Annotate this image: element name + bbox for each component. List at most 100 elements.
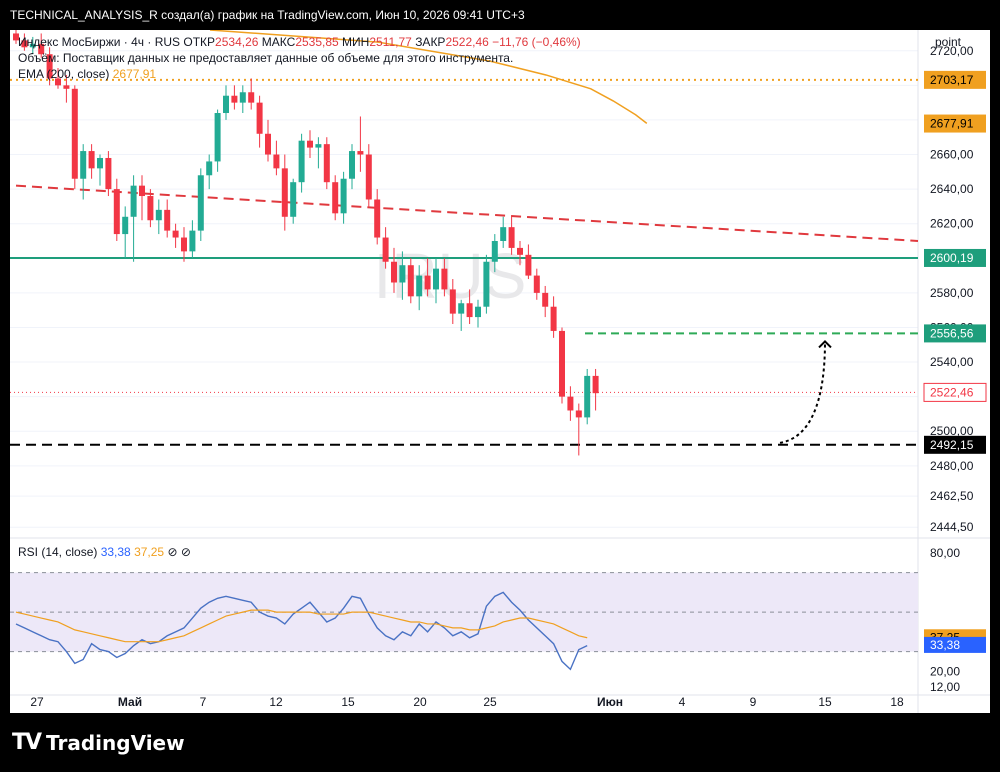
rsi-legend: RSI (14, close) 33,38 37,25 ⊘ ⊘ xyxy=(18,545,191,559)
close-value: 2522,46 xyxy=(445,35,489,49)
candle-body xyxy=(105,157,112,190)
close-label: ЗАКР xyxy=(415,35,446,49)
candle-body xyxy=(248,92,255,103)
price-tag-label: 2522,46 xyxy=(930,385,974,399)
candle-body xyxy=(88,151,95,169)
price-tag-label: 2492,15 xyxy=(930,438,974,452)
candle-body xyxy=(542,292,549,307)
price-tag-label: 2556,56 xyxy=(930,326,974,340)
price-tick-label: 2660,00 xyxy=(930,148,974,162)
candle-body xyxy=(256,102,263,134)
candle-body xyxy=(584,375,591,418)
high-label: МАКС xyxy=(261,35,296,49)
trend-line xyxy=(15,184,919,242)
rsi-label[interactable]: RSI (14, close) xyxy=(18,545,98,559)
time-tick-label: 15 xyxy=(341,695,355,709)
time-tick-label: 12 xyxy=(269,695,283,709)
candle-body xyxy=(483,261,490,307)
candle-body xyxy=(197,175,204,231)
candle-body xyxy=(231,95,238,103)
symbol-label[interactable]: Индекс МосБиржи · 4ч · RUS xyxy=(18,35,181,49)
candle-body xyxy=(13,33,19,41)
candle-body xyxy=(357,151,364,155)
candle-body xyxy=(273,154,280,169)
candle-body xyxy=(307,140,313,148)
price-tick-label: 2720,00 xyxy=(930,44,974,58)
candle-body xyxy=(63,85,70,89)
rsi-tick-label: 80,00 xyxy=(930,546,960,560)
candle-body xyxy=(517,247,523,255)
candle-body xyxy=(239,92,246,103)
price-tag xyxy=(923,382,987,402)
price-axis-unit: point xyxy=(935,35,962,49)
candle-body xyxy=(533,275,540,293)
candle-body xyxy=(433,268,439,290)
time-tick-label: 15 xyxy=(818,695,832,709)
time-tick-label: Май xyxy=(118,695,142,709)
candle-body xyxy=(458,303,465,314)
tradingview-logo-icon: TV xyxy=(12,730,42,755)
time-tick-label: 27 xyxy=(30,695,44,709)
rsi-ma-line xyxy=(15,609,588,643)
price-tick-label: 2500,00 xyxy=(930,424,974,438)
price-tag-label: 2703,17 xyxy=(930,73,974,87)
candle-body xyxy=(399,265,406,283)
rsi-tick-label: 12,00 xyxy=(930,680,960,694)
candle-body xyxy=(525,254,532,276)
price-tick-label: 2480,00 xyxy=(930,459,974,473)
candle-body xyxy=(500,227,507,241)
candle-body xyxy=(349,151,355,179)
brand-name: TradingView xyxy=(46,730,185,755)
candle-body xyxy=(475,306,481,318)
candle-body xyxy=(449,289,456,314)
candle-body xyxy=(147,196,154,221)
candle-body xyxy=(567,396,574,411)
candle-layer xyxy=(13,30,599,456)
change-value: −11,76 (−0,46%) xyxy=(492,35,581,49)
candle-body xyxy=(391,261,397,283)
grid-layer xyxy=(10,30,990,713)
time-tick-label: 4 xyxy=(679,695,686,709)
candle-body xyxy=(550,306,557,331)
high-value: 2535,85 xyxy=(295,35,339,49)
candle-body xyxy=(97,157,103,169)
candle-body xyxy=(466,303,473,318)
candle-body xyxy=(315,144,322,148)
rsi-tag xyxy=(924,636,986,653)
price-tick-label: 2462,50 xyxy=(930,489,974,503)
candle-body xyxy=(21,40,28,48)
price-tick-label: 2580,00 xyxy=(930,286,974,300)
candle-body xyxy=(508,227,515,248)
candle-body xyxy=(172,230,179,238)
hide-icon[interactable]: ⊘ xyxy=(180,545,191,559)
chart-legend: Индекс МосБиржи · 4ч · RUS ОТКР2534,26 М… xyxy=(18,34,581,82)
candle-body xyxy=(323,144,330,183)
candle-body xyxy=(592,375,599,394)
candle-body xyxy=(155,209,162,221)
time-tick-label: 9 xyxy=(750,695,757,709)
time-tick-label: Июн xyxy=(597,695,623,709)
time-tick-label: 18 xyxy=(890,695,904,709)
ema-line xyxy=(209,30,648,124)
time-axis: 27 Май 7 12 15 20 25 Июн 4 9 15 18 xyxy=(30,695,904,709)
candle-body xyxy=(340,178,347,214)
candle-body xyxy=(29,43,36,48)
open-label: ОТКР xyxy=(183,35,216,49)
arrow-head xyxy=(818,340,832,349)
candle-body xyxy=(374,199,381,238)
candle-body xyxy=(122,216,129,235)
footer: TV TradingView xyxy=(0,713,1000,772)
candle-body xyxy=(407,265,414,297)
rsi-ma-value: 37,25 xyxy=(134,545,165,559)
candle-body xyxy=(80,151,87,179)
settings-icon[interactable]: ⊘ xyxy=(167,545,178,559)
price-tick-label: 2444,50 xyxy=(930,520,974,534)
candle-body xyxy=(365,154,372,200)
price-tick-label: 2620,00 xyxy=(930,217,974,231)
candle-body xyxy=(491,240,498,262)
volume-note: Объём: Поставщик данных не предоставляет… xyxy=(18,51,514,65)
ema-label[interactable]: EMA (200, close) xyxy=(18,67,110,81)
